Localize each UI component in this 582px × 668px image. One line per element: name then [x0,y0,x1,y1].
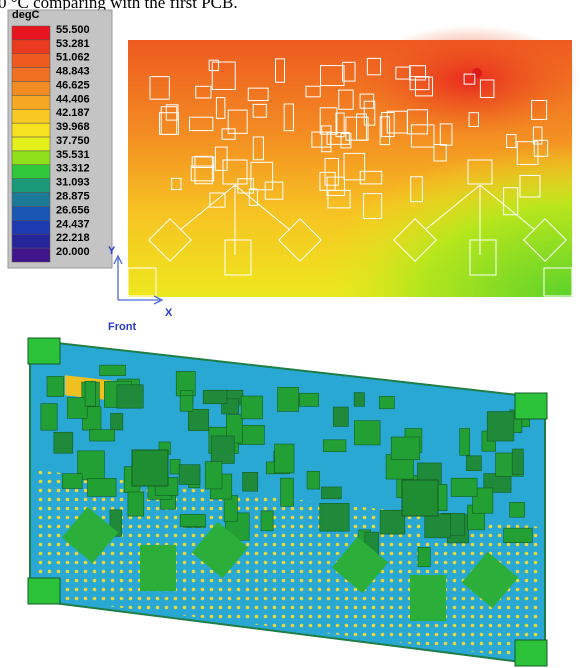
legend-swatch [12,95,50,109]
pcb-part [170,459,180,474]
pcb-part [180,395,193,411]
legend-label: 31.093 [56,177,90,189]
pcb-part [321,487,341,499]
pcb-part [54,432,73,453]
legend-swatch [12,179,50,193]
pcb-part [203,390,227,404]
pcb-part [379,396,394,408]
pcb-part [504,528,533,543]
pcb-part [261,511,273,531]
pcb-part [179,465,200,485]
pcb-part [100,365,126,375]
axis-y-label: Y [108,245,116,257]
legend-label: 35.531 [56,149,90,161]
pcb-corner [28,578,60,604]
legend-swatch [12,193,50,207]
pcb-part [41,404,57,431]
pcb-part [85,381,95,406]
legend-swatch [12,109,50,123]
pcb-chip [402,480,438,516]
pcb-part [188,409,208,430]
legend-swatch [12,234,50,248]
legend-swatch [12,40,50,54]
legend-swatch [12,137,50,151]
pcb-part [88,478,116,496]
pcb-part [466,456,481,471]
legend-label: 28.875 [56,190,90,202]
legend-swatch [12,123,50,137]
pcb-part [512,449,523,475]
pcb-part [117,385,143,408]
pcb-part [460,428,470,455]
pcb-part [307,471,319,489]
pcb-part [281,478,294,506]
figure: 0 °C comparing with the first PCB. degC … [0,0,582,668]
pcb-part [111,413,123,430]
page: 0 °C comparing with the first PCB. degC … [0,0,582,668]
pcb-part [354,393,364,407]
pcb-part [128,492,144,516]
legend-swatch [12,151,50,165]
legend-label: 46.625 [56,79,90,91]
pcb-part [323,440,346,452]
pcb-part [391,437,420,460]
pcb-part [67,398,87,419]
pcb-corner [515,393,547,419]
legend-swatch [12,165,50,179]
pcb-part [211,436,234,463]
pcb-part [205,462,222,489]
legend-label: 55.500 [56,24,90,36]
legend-label: 33.312 [56,163,90,175]
pcb-corner [28,338,60,364]
pcb-corner [515,640,547,666]
legend-label: 39.968 [56,121,90,133]
legend-swatch [12,248,50,262]
legend-swatch [12,220,50,234]
legend-swatch [12,26,50,40]
pcb-part [243,472,258,491]
pcb-part [354,421,380,445]
pcb-part [241,396,263,419]
legend-swatch [12,54,50,68]
pcb-part [277,387,298,411]
legend-swatch [12,206,50,220]
legend-swatch [12,82,50,96]
pcb-part [62,474,82,489]
pcb-part [320,503,349,531]
legend-label: 44.406 [56,93,90,105]
pcb-part [510,502,525,517]
legend-title: degC [12,9,40,21]
pcb-pad [410,575,446,621]
pcb-part [451,478,477,496]
legend-label: 42.187 [56,107,90,119]
pcb-part [487,412,514,441]
pcb-part [90,430,115,441]
legend-label: 48.843 [56,66,90,78]
legend-label: 24.437 [56,218,90,230]
hot-spot [472,68,482,78]
legend-label: 22.218 [56,232,90,244]
legend-label: 20.000 [56,246,90,258]
pcb-part [425,514,451,538]
view-label: Front [108,321,136,333]
pcb-part [275,444,294,473]
pcb-part [333,407,348,426]
legend-swatch [12,68,50,82]
legend-label: 53.281 [56,38,90,50]
legend-label: 37.750 [56,135,90,147]
pcb-part [47,376,64,396]
legend-label: 26.656 [56,204,90,216]
pcb-part [180,514,205,526]
pcb-part [380,510,405,534]
pcb-chip [132,450,168,486]
pcb-part [418,547,430,566]
legend-label: 51.062 [56,52,90,64]
axis-x-label: X [165,307,173,319]
pcb-pad [140,545,176,591]
pcb-part [299,393,318,406]
